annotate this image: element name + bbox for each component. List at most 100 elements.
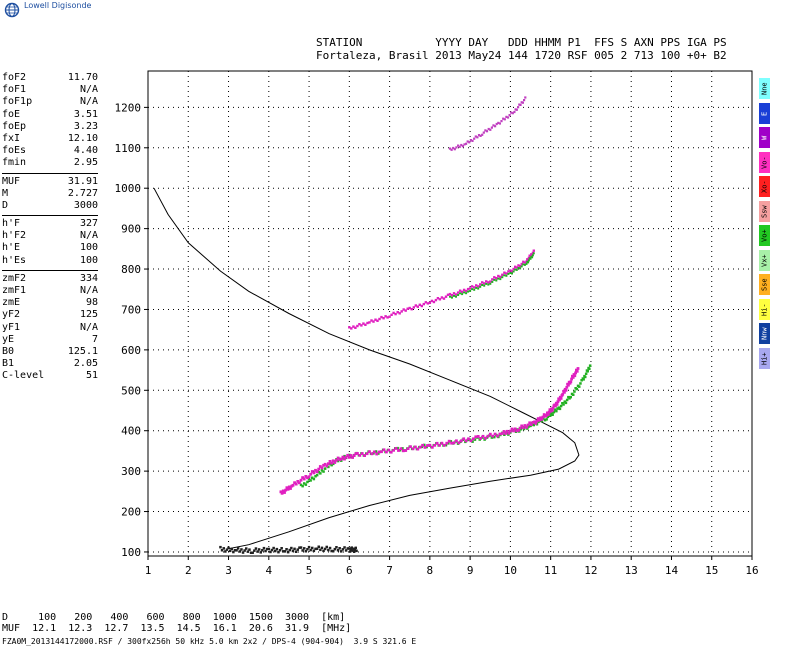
echo-point-green	[584, 372, 588, 375]
echo-point-third-hop	[517, 106, 520, 109]
echo-point-second-hop	[493, 276, 496, 279]
echo-point-e-layer	[341, 548, 345, 551]
param-name: h'F	[2, 218, 21, 230]
echo-point-green-second	[509, 272, 512, 274]
echo-point-second-hop	[454, 293, 458, 296]
echo-point-second-hop	[438, 298, 442, 301]
echo-point-magenta	[298, 481, 301, 485]
param-row: M 2.727	[2, 188, 98, 200]
param-name: B0	[2, 345, 15, 357]
echo-point-third-hop	[520, 101, 523, 104]
echo-point-second-hop	[358, 323, 361, 326]
echo-point-second-hop	[426, 302, 430, 305]
echo-point-magenta	[409, 445, 412, 449]
echo-point-second-hop	[374, 318, 377, 321]
echo-point-green	[551, 413, 554, 416]
echo-point-second-hop	[378, 317, 381, 321]
echo-point-third-hop	[455, 146, 458, 149]
echo-point-magenta	[291, 483, 295, 487]
echo-point-magenta	[517, 428, 520, 432]
param-row: D 3000	[2, 200, 98, 212]
echo-point-magenta	[349, 454, 353, 457]
echo-point-second-hop	[362, 322, 365, 325]
echo-point-green-second	[493, 278, 496, 281]
echo-point-e-layer	[325, 545, 328, 549]
echo-point-green-second	[485, 282, 488, 285]
muf-row: MUF 12.1 12.3 12.7 13.5 14.5 16.1 20.6 3…	[2, 623, 352, 634]
echo-point-third-hop	[465, 142, 468, 145]
echo-point-green	[320, 469, 324, 472]
echo-point-green	[306, 480, 309, 484]
echo-point-magenta	[496, 434, 499, 438]
echo-point-magenta	[551, 406, 555, 410]
echo-point-second-hop	[436, 297, 440, 300]
param-value: 12.10	[67, 132, 98, 144]
echo-point-magenta	[498, 432, 502, 436]
echo-point-second-hop	[514, 265, 517, 268]
echo-point-e-layer	[236, 547, 240, 550]
echo-point-magenta	[394, 447, 398, 450]
echo-point-e-layer	[227, 546, 230, 549]
echo-point-green	[540, 419, 544, 423]
echo-point-magenta	[309, 472, 313, 476]
param-row: B0 125.1	[2, 346, 98, 358]
echo-point-magenta	[365, 452, 369, 456]
echo-point-e-layer	[261, 549, 264, 552]
legend-item-hi: Hi-	[759, 298, 770, 320]
echo-point-e-layer	[262, 546, 266, 550]
echo-point-magenta	[546, 411, 549, 415]
param-value: 2.05	[73, 358, 98, 370]
echo-point-e-layer	[353, 548, 357, 552]
x-tick-label: 9	[467, 564, 474, 577]
x-tick-label: 14	[665, 564, 679, 577]
echo-point-e-layer	[283, 550, 287, 553]
echo-point-green	[398, 449, 402, 452]
echo-point-green	[336, 459, 340, 463]
echo-point-magenta	[550, 407, 553, 411]
echo-point-green	[330, 463, 333, 467]
echo-point-magenta	[338, 458, 342, 462]
echo-point-third-hop	[479, 134, 482, 137]
echo-point-green-second	[532, 252, 535, 255]
echo-point-magenta	[423, 446, 427, 449]
echo-point-green	[588, 364, 592, 367]
echo-point-e-layer	[220, 549, 224, 552]
echo-point-third-hop	[494, 125, 497, 128]
echo-point-e-layer	[298, 546, 301, 549]
echo-point-magenta	[567, 383, 570, 387]
echo-point-green	[527, 425, 531, 428]
echo-point-third-hop	[460, 143, 463, 147]
echo-point-green	[578, 385, 581, 388]
echo-point-second-hop	[470, 285, 474, 288]
echo-point-magenta	[455, 439, 458, 443]
echo-point-second-hop	[402, 308, 405, 311]
echo-point-second-hop	[450, 294, 454, 297]
echo-point-green	[584, 375, 587, 379]
echo-point-green	[340, 459, 343, 462]
echo-point-green-second	[455, 295, 457, 298]
y-tick-label: 700	[121, 303, 141, 316]
x-tick-label: 15	[705, 564, 718, 577]
param-name: fxI	[2, 132, 21, 144]
echo-point-second-hop	[442, 297, 446, 300]
echo-point-third-hop	[452, 146, 455, 150]
echo-point-e-layer	[299, 546, 303, 549]
echo-point-e-layer	[245, 547, 248, 550]
echo-point-second-hop	[464, 289, 468, 293]
echo-point-green	[314, 475, 317, 478]
echo-point-magenta	[533, 420, 536, 424]
echo-point-third-hop	[458, 145, 461, 148]
echo-point-third-hop	[513, 110, 516, 114]
echo-point-magenta	[481, 434, 485, 438]
echo-point-third-hop	[463, 143, 466, 146]
echo-point-magenta	[358, 454, 362, 457]
header-line-2: Fortaleza, Brasil 2013 May24 144 1720 RS…	[316, 49, 727, 62]
echo-point-second-hop	[448, 292, 452, 296]
echo-point-third-hop	[461, 145, 464, 148]
echo-point-second-hop	[507, 270, 510, 273]
echo-point-e-layer	[233, 549, 237, 552]
echo-point-e-layer	[282, 550, 285, 553]
echo-point-second-hop	[458, 289, 462, 292]
echo-point-magenta	[304, 475, 308, 478]
echo-point-second-hop	[512, 267, 515, 271]
